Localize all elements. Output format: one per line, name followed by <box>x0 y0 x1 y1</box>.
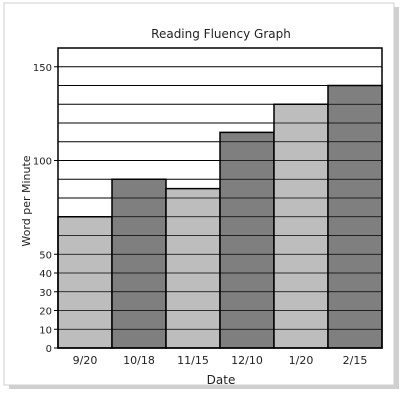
y-tick-label: 30 <box>39 288 52 299</box>
y-tick-label: 20 <box>39 307 52 318</box>
y-tick-labels: 0 10 20 30 40 50 100 150 <box>33 63 58 355</box>
y-tick-label: 50 <box>39 250 52 261</box>
chart-title: Reading Fluency Graph <box>151 27 291 41</box>
y-axis-label: Word per Minute <box>20 155 33 246</box>
bar-9/20 <box>57 216 113 349</box>
bar-10/18 <box>111 178 167 349</box>
x-tick-label: 1/20 <box>289 354 314 367</box>
x-tick-label: 12/10 <box>231 354 263 367</box>
bar-1/20 <box>273 103 329 349</box>
x-tick-label: 11/15 <box>177 354 209 367</box>
bars <box>57 84 383 349</box>
y-tick-label: 100 <box>33 157 52 168</box>
bar-11/15 <box>165 187 221 349</box>
x-tick-labels: 9/20 10/18 11/15 12/10 1/20 2/15 <box>73 354 368 367</box>
x-axis-label: Date <box>207 373 236 387</box>
y-tick-label: 10 <box>39 325 52 336</box>
y-tick-label: 150 <box>33 63 52 74</box>
plot-area-border <box>57 47 383 349</box>
y-tick-label: 0 <box>46 344 52 355</box>
plot-border <box>57 47 383 349</box>
x-tick-label: 2/15 <box>343 354 368 367</box>
x-tick-label: 10/18 <box>123 354 155 367</box>
bar-12/10 <box>219 131 275 349</box>
x-tick-label: 9/20 <box>73 354 98 367</box>
y-tick-label: 40 <box>39 269 52 280</box>
